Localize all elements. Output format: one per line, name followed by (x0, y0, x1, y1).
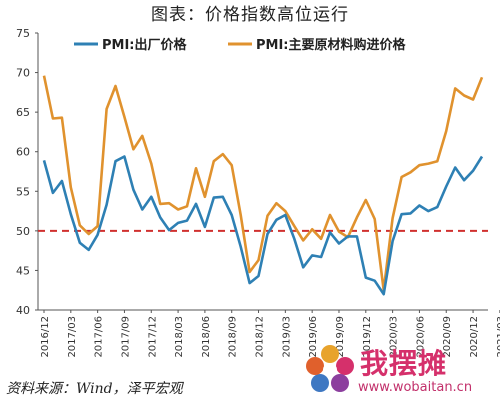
x-tick-label: 2017/12 (147, 316, 158, 358)
y-tick-label: 50 (16, 225, 30, 238)
y-tick-label: 55 (16, 185, 30, 198)
y-tick-label: 40 (16, 304, 30, 317)
y-tick-label: 60 (16, 146, 30, 159)
flower-logo-icon (306, 345, 354, 392)
source-note: 资料来源：Wind，泽平宏观 (6, 381, 183, 397)
x-tick-label: 2017/06 (94, 316, 105, 358)
x-tick-label: 2018/12 (255, 316, 266, 358)
series-line-2 (42, 75, 484, 292)
x-tick-label: 2019/03 (281, 316, 292, 358)
x-tick-label: 2020/06 (415, 316, 426, 358)
x-tick-label: 2019/06 (308, 316, 319, 358)
watermark-url: www.wobaitan.cn (358, 380, 473, 395)
x-tick-label: 2021/03 (496, 316, 500, 358)
x-tick-label: 2020/12 (469, 316, 480, 358)
x-tick-label: 2018/06 (201, 316, 212, 358)
x-tick-label: 2016/12 (40, 316, 51, 358)
x-tick-label: 2018/03 (174, 316, 185, 358)
watermark-logo: 我摆摊 www.wobaitan.cn (300, 340, 496, 404)
chart-title: 图表：价格指数高位运行 (151, 5, 349, 25)
x-tick-label: 2019/12 (362, 316, 373, 358)
x-tick-label: 2017/03 (67, 316, 78, 358)
legend-label-1: PMI:出厂价格 (102, 37, 188, 53)
x-tick-label: 2020/03 (389, 316, 400, 358)
y-tick-label: 45 (16, 264, 30, 277)
legend-label-2: PMI:主要原材料购进价格 (256, 37, 407, 53)
x-tick-label: 2018/09 (228, 316, 239, 358)
series-line-1 (42, 155, 484, 296)
y-tick-label: 65 (16, 106, 30, 119)
x-tick-label: 2020/09 (442, 316, 453, 358)
y-tick-label: 70 (16, 67, 30, 80)
watermark-text: 我摆摊 (360, 347, 448, 380)
y-tick-label: 75 (16, 27, 30, 40)
x-tick-label: 2019/09 (335, 316, 346, 358)
x-tick-label: 2017/09 (120, 316, 131, 358)
